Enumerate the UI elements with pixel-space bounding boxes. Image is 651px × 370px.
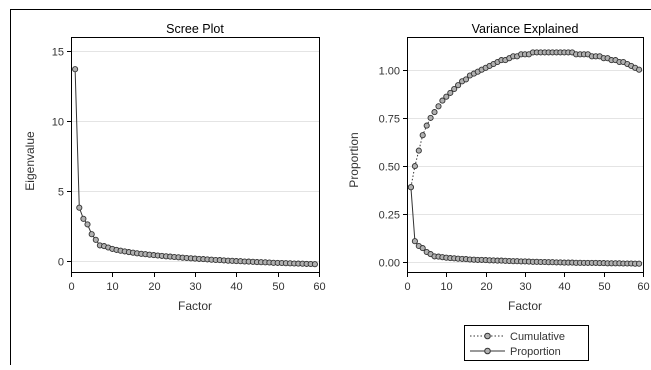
scree-plot-ylabel: Eigenvalue [23, 131, 37, 191]
variance-plot-area [407, 37, 644, 273]
scree-xtick-label: 0 [68, 281, 74, 293]
variance-xtick-label: 50 [598, 281, 610, 293]
scree-plot: 0 5 10 15 0 10 20 30 40 50 60 Scree Plot Factor Eigen… [23, 22, 326, 313]
legend-box [464, 325, 589, 361]
variance-series-cumulative-point [636, 66, 643, 73]
scree-xtick-label: 10 [106, 281, 118, 293]
variance-series-proportion-point [419, 245, 426, 252]
legend-item-cumulative: Cumulative [470, 331, 565, 343]
scree-series-0-point [84, 221, 91, 228]
variance-series-cumulative-point [415, 147, 422, 154]
variance-series-cumulative-point [427, 114, 434, 121]
variance-ytick-label: 1.00 [379, 66, 400, 78]
variance-ytick-label: 0.00 [379, 258, 400, 270]
variance-ytick-label: 0.50 [379, 162, 400, 174]
scree-series-0-point [92, 236, 99, 243]
variance-series-cumulative-point [447, 89, 454, 96]
legend-label-cumulative: Cumulative [510, 331, 565, 343]
variance-xtick-label: 20 [480, 281, 492, 293]
scree-ytick-label: 15 [52, 47, 64, 59]
variance-explained-title: Variance Explained [472, 22, 579, 36]
scree-series-0-point [80, 215, 87, 222]
variance-ytick-label: 0.25 [379, 210, 400, 222]
legend: Cumulative Proportion [464, 325, 589, 361]
scree-series-0-point [72, 66, 79, 73]
scree-xtick-label: 20 [148, 281, 160, 293]
variance-xtick-label: 10 [440, 281, 452, 293]
variance-ytick-label: 0.75 [379, 114, 400, 126]
variance-series-cumulative-point [455, 82, 462, 89]
variance-xtick-label: 60 [637, 281, 649, 293]
variance-series-cumulative-point [435, 103, 442, 110]
variance-series-cumulative-point [431, 109, 438, 116]
variance-series-cumulative-point [419, 132, 426, 139]
scree-series-0-point [76, 204, 83, 211]
variance-series-cumulative-point [443, 93, 450, 100]
legend-marker-cumulative [484, 332, 491, 340]
scree-xtick-label: 40 [230, 281, 242, 293]
variance-series-cumulative-point [423, 122, 430, 129]
scree-ytick-label: 10 [52, 117, 64, 129]
scree-ytick-label: 0 [58, 257, 64, 269]
variance-series-cumulative-point [451, 85, 458, 93]
scree-xtick-label: 60 [313, 281, 325, 293]
scree-xtick-label: 50 [272, 281, 284, 293]
legend-marker-proportion [484, 347, 491, 355]
variance-series-proportion-point [636, 260, 643, 267]
legend-label-proportion: Proportion [510, 346, 561, 358]
scree-series-0-point [88, 231, 95, 238]
scree-plot-title: Scree Plot [166, 22, 224, 36]
variance-xtick-label: 30 [519, 281, 531, 293]
scree-xtick-label: 30 [189, 281, 201, 293]
variance-explained-xlabel: Factor [508, 299, 542, 313]
variance-series-proportion-point [407, 184, 414, 191]
variance-series-cumulative-point [439, 97, 446, 104]
variance-series-cumulative-point [462, 76, 470, 83]
variance-series-cumulative-point [411, 163, 418, 170]
scree-ytick-label: 5 [58, 187, 64, 199]
variance-series-proportion-point [411, 238, 418, 245]
scree-plot-area [71, 37, 320, 273]
legend-item-proportion: Proportion [470, 346, 561, 358]
variance-xtick-label: 0 [404, 281, 410, 293]
scree-plot-xlabel: Factor [178, 299, 212, 313]
scree-series-0-point [311, 261, 318, 268]
variance-explained-plot: 0.00 0.25 0.50 0.75 1.00 0 10 20 30 40 50 60 Varianc… [347, 22, 650, 313]
variance-explained-ylabel: Proportion [347, 132, 361, 187]
variance-xtick-label: 40 [558, 281, 570, 293]
